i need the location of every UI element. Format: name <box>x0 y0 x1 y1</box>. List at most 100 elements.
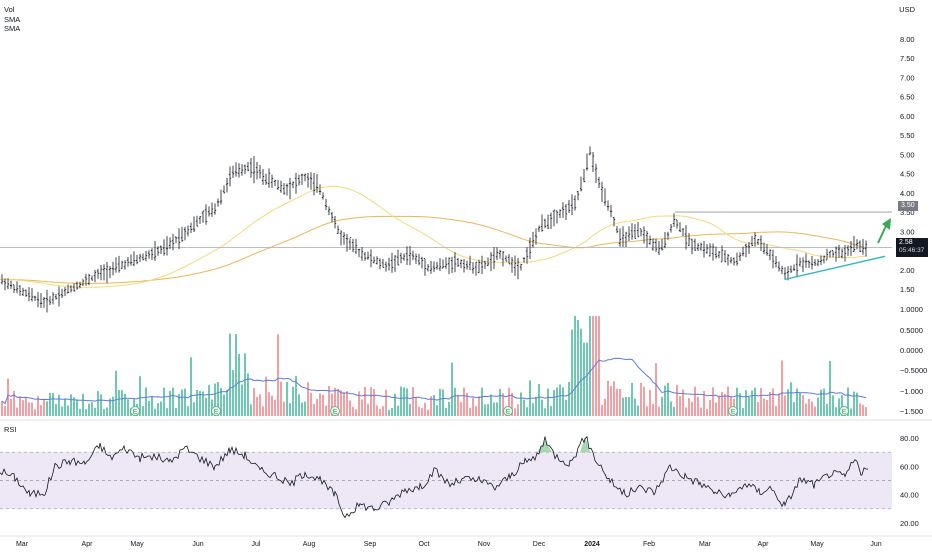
volume-bar <box>703 390 705 416</box>
legend-sma-1[interactable]: SMA <box>4 15 21 24</box>
last-price-value: 2.58 <box>899 239 913 246</box>
volume-bar <box>511 392 513 416</box>
volume-tick-label: −1.500 <box>900 407 923 416</box>
volume-bar <box>424 402 426 416</box>
volume-bar <box>709 400 711 416</box>
volume-bar <box>694 386 696 416</box>
volume-bar <box>268 392 270 416</box>
rsi-overbought-fill <box>537 440 552 453</box>
volume-bar <box>19 396 21 416</box>
volume-bar <box>16 407 18 416</box>
time-tick-label: Sep <box>364 541 377 548</box>
volume-bar <box>364 386 366 416</box>
volume-bar <box>61 406 63 416</box>
volume-bar <box>313 404 315 416</box>
earnings-marker-label: E <box>731 409 736 416</box>
volume-bar <box>412 387 414 416</box>
volume-bar <box>832 395 834 416</box>
volume-bar <box>253 387 255 416</box>
volume-bar <box>241 384 243 416</box>
volume-tick-label: 0.5000 <box>900 326 923 335</box>
volume-bar <box>463 387 465 416</box>
volume-bar <box>427 409 429 416</box>
volume-bar <box>466 392 468 416</box>
volume-bar <box>688 398 690 416</box>
volume-bar <box>469 407 471 416</box>
volume-bar <box>310 392 312 416</box>
price-tick-label: 8.00 <box>900 35 915 44</box>
volume-bar <box>526 407 528 416</box>
volume-bar <box>715 402 717 416</box>
volume-bar <box>667 383 669 416</box>
volume-bar <box>862 404 864 416</box>
volume-bar <box>244 353 246 416</box>
volume-bar <box>142 406 144 416</box>
volume-bar <box>697 396 699 416</box>
volume-bar <box>451 362 453 416</box>
earnings-marker-label: E <box>214 409 219 416</box>
volume-bar <box>55 404 57 416</box>
volume-bar <box>274 399 276 416</box>
volume-bar <box>490 394 492 416</box>
volume-bar <box>550 406 552 416</box>
rsi-legend[interactable]: RSI <box>4 425 17 434</box>
volume-bar <box>247 373 249 416</box>
volume-bar <box>541 399 543 416</box>
earnings-marker <box>839 406 849 416</box>
volume-bar <box>574 316 576 416</box>
legend-vol[interactable]: Vol <box>4 5 15 14</box>
volume-bar <box>346 391 348 416</box>
currency-label: USD <box>899 5 915 14</box>
rsi-tick-label: 40.00 <box>900 491 919 500</box>
volume-bar <box>115 370 117 416</box>
volume-bar <box>343 392 345 416</box>
volume-bar <box>178 394 180 416</box>
volume-bar <box>796 388 798 416</box>
volume-bar <box>340 390 342 416</box>
volume-bar <box>721 392 723 416</box>
sma-slow-line <box>0 215 868 284</box>
volume-bar <box>286 381 288 416</box>
volume-bar <box>223 394 225 416</box>
volume-bar <box>766 399 768 416</box>
volume-bar <box>34 409 36 416</box>
volume-bar <box>31 402 33 416</box>
volume-bar <box>829 360 831 416</box>
volume-bar <box>430 396 432 416</box>
volume-bar <box>685 407 687 416</box>
legend-sma-2[interactable]: SMA <box>4 24 21 33</box>
volume-bar <box>385 389 387 416</box>
volume-bar <box>382 406 384 416</box>
volume-bar <box>25 396 27 416</box>
volume-bar <box>217 381 219 416</box>
volume-bar <box>28 402 30 416</box>
volume-bar <box>148 400 150 416</box>
volume-bar <box>160 401 162 416</box>
price-tick-label: 6.50 <box>900 93 915 102</box>
volume-bar <box>775 406 777 416</box>
volume-tick-label: 0.0000 <box>900 346 923 355</box>
volume-bar <box>238 353 240 416</box>
volume-bar <box>781 360 783 416</box>
volume-bar <box>865 407 867 416</box>
volume-bar <box>358 391 360 416</box>
price-tick-label: 6.00 <box>900 112 915 121</box>
volume-bar <box>793 402 795 416</box>
breakout-arrow-shaft <box>877 225 887 244</box>
volume-bar <box>481 387 483 416</box>
volume-bar <box>109 398 111 416</box>
volume-bar <box>97 391 99 416</box>
volume-bar <box>301 402 303 416</box>
volume-bar <box>736 387 738 416</box>
earnings-marker-label: E <box>506 409 511 416</box>
rsi-tick-label: 20.00 <box>900 519 919 528</box>
volume-bar <box>256 396 258 416</box>
volume-bar <box>544 408 546 416</box>
time-tick-label: Nov <box>478 541 491 548</box>
earnings-marker <box>211 406 221 416</box>
earnings-marker <box>503 406 513 416</box>
time-tick-label: Jul <box>252 541 261 548</box>
volume-bar <box>145 387 147 416</box>
